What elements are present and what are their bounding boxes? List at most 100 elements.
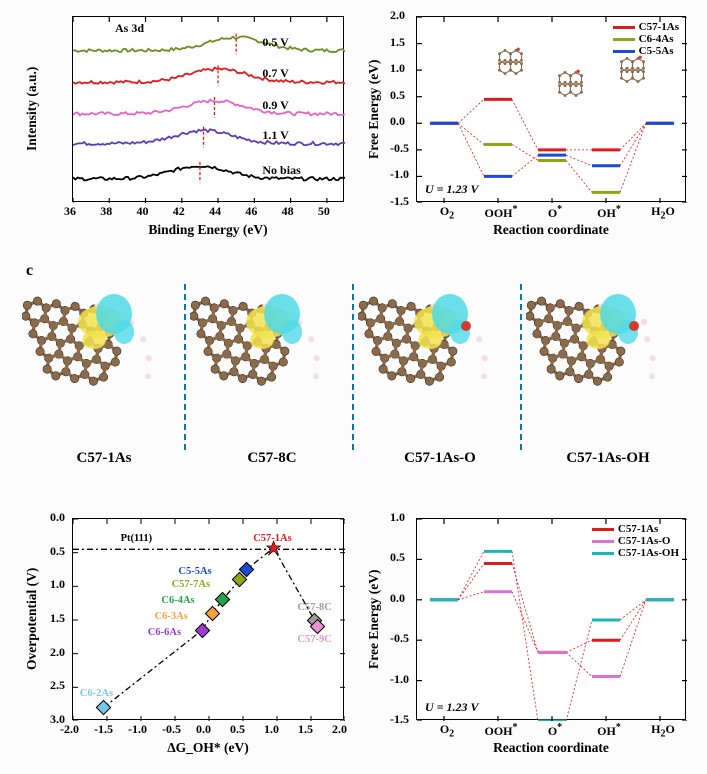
pa-curve-label: 0.7 V	[262, 66, 288, 81]
panel-b-xlabel: Reaction coordinate	[416, 222, 686, 238]
panel-a-svg	[73, 17, 345, 203]
panel-e-annot: U = 1.23 V	[425, 700, 479, 715]
panel-label-c: c	[26, 262, 33, 280]
legend-text: C57-1As-O	[618, 535, 671, 547]
pd-point-label: C6-3As	[155, 611, 188, 622]
pd-ytick: 2.0	[50, 645, 65, 660]
legend-row: C5-5As	[613, 45, 679, 57]
panel-e-ylabel: Free Energy (eV)	[366, 518, 388, 720]
panel-d: d C6-2AsC6-6AsC6-3AsC6-4AsC57-7AsC5-5AsC…	[18, 508, 356, 762]
panel-d-ylabel: Overpotential (V)	[24, 518, 44, 720]
ytick: -0.5	[390, 631, 420, 646]
pa-xtick: 42	[173, 204, 185, 219]
pd-xtick: -1.5	[94, 722, 113, 737]
ytick: 0.5	[390, 88, 420, 103]
xtick: O*	[535, 722, 575, 739]
pc-divider	[520, 284, 522, 450]
pa-xtick: 40	[137, 204, 149, 219]
ytick: -1.0	[390, 167, 420, 182]
panel-b-legend: C57-1AsC6-4AsC5-5As	[613, 21, 679, 57]
pd-ytick: 0.5	[50, 544, 65, 559]
pd-xtick: -0.5	[162, 722, 181, 737]
panel-a: a As 3d Intensity (a.u.) Binding Energy …	[18, 6, 356, 236]
pd-ytick: 0.0	[50, 510, 65, 525]
legend-swatch	[613, 26, 635, 29]
panel-e-xlabel: Reaction coordinate	[416, 740, 686, 756]
panel-d-plot: C6-2AsC6-6AsC6-3AsC6-4AsC57-7AsC5-5AsC57…	[72, 518, 344, 720]
xtick: O*	[535, 204, 575, 221]
pa-curve-label: 0.9 V	[262, 98, 288, 113]
pc-label: C57-1As	[20, 450, 188, 467]
pd-ytick: 2.5	[50, 678, 65, 693]
pa-curve-label: No bias	[262, 163, 300, 178]
pa-xtick: 50	[318, 204, 330, 219]
legend-row: C6-4As	[613, 33, 679, 45]
ytick: 0.0	[390, 114, 420, 129]
pd-pt-label: Pt(111)	[121, 533, 153, 544]
ytick: -0.5	[390, 141, 420, 156]
legend-swatch	[613, 50, 635, 53]
panel-c: c C57-1AsC57-8CC57-1As-OC57-1As-OH	[18, 262, 694, 492]
legend-text: C6-4As	[639, 33, 674, 45]
ytick: -1.5	[390, 194, 420, 209]
pd-point-label: C57-7As	[172, 579, 211, 590]
ytick: 0.0	[390, 591, 420, 606]
panel-d-svg	[73, 519, 345, 721]
xtick: OOH*	[481, 722, 521, 739]
pd-xtick: 2.0	[332, 722, 347, 737]
legend-swatch	[613, 38, 635, 41]
pd-ytick: 3.0	[50, 712, 65, 727]
ytick: 1.0	[390, 61, 420, 76]
xtick: O2	[427, 204, 467, 221]
panel-e-legend: C57-1AsC57-1As-OC57-1As-OH	[592, 523, 679, 559]
pd-point-label: C57-8C	[297, 602, 331, 613]
pc-label: C57-8C	[188, 450, 356, 467]
legend-row: C57-1As	[613, 21, 679, 33]
pd-point-label: C6-4As	[161, 595, 194, 606]
pd-point-label: C57-1As	[253, 533, 292, 544]
legend-text: C57-1As	[639, 21, 679, 33]
pd-ytick: 1.0	[50, 577, 65, 592]
pa-xtick: 36	[64, 204, 76, 219]
legend-swatch	[592, 540, 614, 543]
panel-a-plot: As 3d	[72, 16, 344, 202]
legend-row: C57-1As-O	[592, 535, 679, 547]
ytick: 2.0	[390, 8, 420, 23]
pd-xtick: 1.0	[264, 722, 279, 737]
xtick: OH*	[589, 722, 629, 739]
panel-e-plot: C57-1AsC57-1As-OC57-1As-OH U = 1.23 V	[416, 518, 686, 720]
xtick: OH*	[589, 204, 629, 221]
ytick: 1.0	[390, 510, 420, 525]
ytick: 0.5	[390, 550, 420, 565]
pd-point-label: C6-2As	[80, 688, 113, 699]
panel-b: b C57-1AsC6-4AsC5-5As U = 1.23 V Free En…	[364, 6, 696, 236]
pa-xtick: 38	[100, 204, 112, 219]
pc-cell	[358, 286, 520, 446]
panel-b-plot: C57-1AsC6-4AsC5-5As U = 1.23 V	[416, 16, 686, 202]
pc-cell	[526, 286, 688, 446]
pd-xtick: 0.0	[196, 722, 211, 737]
xtick: OOH*	[481, 204, 521, 221]
xtick: O2	[427, 722, 467, 739]
legend-text: C5-5As	[639, 45, 674, 57]
xtick: H2O	[643, 204, 683, 221]
pd-point-label: C5-5As	[178, 566, 211, 577]
ytick: -1.5	[390, 712, 420, 727]
pc-cell	[190, 286, 352, 446]
xtick: H2O	[643, 722, 683, 739]
panel-e: e C57-1AsC57-1As-OC57-1As-OH U = 1.23 V …	[364, 508, 696, 762]
legend-swatch	[592, 552, 614, 555]
panel-b-annot: U = 1.23 V	[425, 182, 479, 197]
legend-swatch	[592, 528, 614, 531]
panel-b-ylabel: Free Energy (eV)	[366, 16, 388, 202]
pd-ytick: 1.5	[50, 611, 65, 626]
pd-xtick: 1.5	[298, 722, 313, 737]
pc-label: C57-1As-OH	[524, 450, 692, 467]
pc-divider	[352, 284, 354, 450]
pd-xtick: 0.5	[230, 722, 245, 737]
pd-xtick: -1.0	[128, 722, 147, 737]
panel-a-inset: As 3d	[115, 21, 144, 36]
pc-cell	[22, 286, 184, 446]
pd-point-label: C57-9C	[297, 634, 331, 645]
pc-label: C57-1As-O	[356, 450, 524, 467]
